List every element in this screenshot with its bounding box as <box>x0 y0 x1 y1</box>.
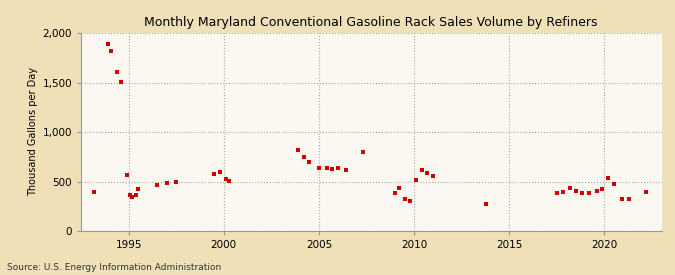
Point <box>209 172 219 176</box>
Point <box>215 169 225 174</box>
Point <box>570 189 581 193</box>
Point <box>327 166 338 171</box>
Point <box>152 183 163 188</box>
Point <box>481 202 492 207</box>
Point <box>389 191 400 196</box>
Point <box>220 176 231 181</box>
Point <box>394 186 404 191</box>
Title: Monthly Maryland Conventional Gasoline Rack Sales Volume by Refiners: Monthly Maryland Conventional Gasoline R… <box>144 16 598 29</box>
Point <box>597 187 608 192</box>
Point <box>122 172 132 177</box>
Point <box>591 189 602 194</box>
Point <box>292 148 303 152</box>
Y-axis label: Thousand Gallons per Day: Thousand Gallons per Day <box>28 67 38 197</box>
Point <box>603 175 614 180</box>
Point <box>357 150 368 154</box>
Point <box>102 42 113 46</box>
Point <box>340 167 351 172</box>
Point <box>89 190 100 195</box>
Point <box>584 191 595 196</box>
Point <box>298 155 309 159</box>
Point <box>106 49 117 53</box>
Point <box>616 197 627 202</box>
Point <box>641 190 651 195</box>
Point <box>416 168 427 172</box>
Point <box>115 79 126 84</box>
Point <box>131 193 142 197</box>
Text: Source: U.S. Energy Information Administration: Source: U.S. Energy Information Administ… <box>7 263 221 272</box>
Point <box>127 195 138 200</box>
Point <box>410 177 421 182</box>
Point <box>557 190 568 195</box>
Point <box>321 166 332 170</box>
Point <box>576 191 587 196</box>
Point <box>224 178 235 183</box>
Point <box>313 166 324 170</box>
Point <box>405 199 416 204</box>
Point <box>551 191 562 196</box>
Point <box>112 69 123 74</box>
Point <box>624 197 634 202</box>
Point <box>125 193 136 197</box>
Point <box>304 160 315 164</box>
Point <box>565 186 576 191</box>
Point <box>422 170 433 175</box>
Point <box>133 187 144 192</box>
Point <box>171 179 182 184</box>
Point <box>428 173 439 178</box>
Point <box>161 181 172 186</box>
Point <box>333 166 344 170</box>
Point <box>399 197 410 202</box>
Point <box>609 182 620 186</box>
